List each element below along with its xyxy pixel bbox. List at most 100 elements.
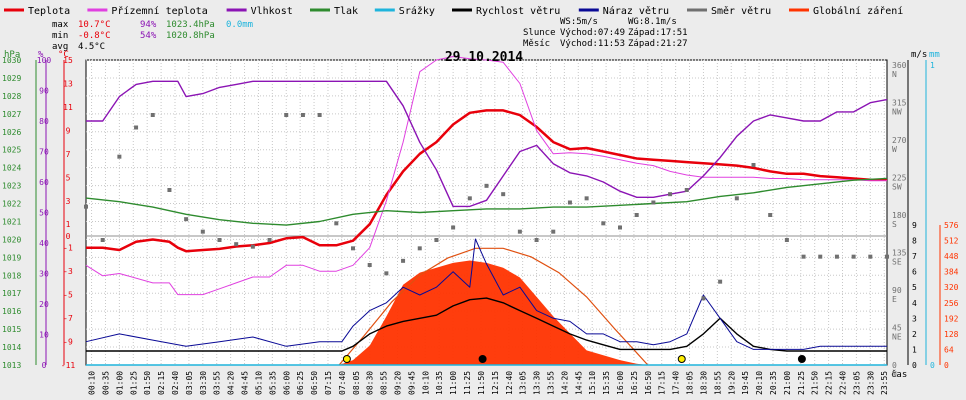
x-tick-7: 03:05	[185, 371, 194, 395]
direction-point-25	[501, 192, 506, 197]
pressure-tick-11: 1024	[2, 164, 21, 173]
x-tick-43: 18:05	[686, 371, 695, 395]
direction-point-13	[300, 113, 305, 117]
info-moonrise: Východ:11:53	[560, 39, 625, 49]
radiation-tick-4: 256	[944, 299, 959, 308]
temperature-tick-6: 0	[66, 232, 71, 241]
x-tick-50: 21:00	[783, 371, 792, 395]
x-tick-25: 10:35	[435, 371, 444, 395]
direction-point-48	[885, 254, 889, 259]
direction-tick-4: 180	[892, 211, 907, 220]
legend-entry-2: Vlhkost	[251, 6, 293, 17]
direction-name-2: E	[892, 295, 897, 304]
temperature-tick-13: 13	[63, 79, 73, 88]
chart-title: 29.10.2014	[445, 50, 523, 65]
direction-point-23	[467, 196, 472, 201]
info-sunset: Západ:17:51	[628, 28, 688, 38]
direction-point-27	[534, 238, 539, 242]
x-tick-33: 13:55	[546, 371, 555, 395]
marker-moonrise	[478, 355, 487, 363]
humidity-tick-5: 50	[39, 209, 49, 218]
direction-tick-3: 135	[892, 249, 907, 258]
humidity-tick-3: 30	[39, 270, 49, 279]
humidity-tick-0: 0	[42, 361, 47, 370]
direction-point-45	[834, 254, 839, 259]
temperature-axis-unit: °C	[58, 50, 69, 60]
direction-tick-8: 360	[892, 61, 907, 70]
direction-point-12	[284, 113, 289, 117]
x-tick-14: 06:00	[282, 371, 291, 395]
direction-point-41	[768, 213, 773, 217]
direction-point-17	[367, 263, 372, 267]
humidity-tick-1: 10	[39, 331, 49, 340]
direction-point-8	[217, 238, 222, 242]
x-tick-44: 18:30	[699, 371, 708, 395]
direction-tick-7: 315	[892, 99, 907, 108]
direction-point-44	[818, 254, 823, 259]
direction-name-8: N	[892, 70, 897, 79]
x-tick-1: 00:35	[101, 371, 110, 395]
x-tick-54: 22:40	[839, 371, 848, 395]
radiation-tick-6: 384	[944, 268, 959, 277]
x-tick-42: 17:40	[672, 371, 681, 395]
direction-point-20	[417, 246, 422, 251]
x-tick-29: 12:15	[491, 371, 500, 395]
temperature-tick-3: -5	[63, 291, 73, 300]
pressure-tick-5: 1018	[2, 271, 21, 280]
pressure-tick-15: 1028	[2, 92, 21, 101]
direction-tick-0: 0	[892, 361, 897, 370]
radiation-tick-8: 512	[944, 237, 959, 246]
x-tick-30: 12:40	[505, 371, 514, 395]
direction-point-14	[317, 113, 322, 117]
stats-temp-avg: 4.5°C	[78, 42, 105, 52]
x-tick-28: 11:50	[477, 371, 486, 395]
info-sun-label: Slunce	[523, 28, 556, 38]
x-tick-4: 01:50	[143, 371, 152, 395]
direction-tick-5: 225	[892, 174, 907, 183]
temperature-tick-0: -11	[61, 361, 76, 370]
legend-entry-0: Teplota	[28, 6, 70, 17]
direction-point-39	[734, 196, 739, 201]
pressure-axis-unit: hPa	[4, 50, 20, 60]
x-tick-11: 04:45	[241, 371, 250, 395]
stats-max-label: max	[52, 20, 69, 30]
x-tick-37: 15:35	[602, 371, 611, 395]
info-sunrise: Východ:07:49	[560, 28, 625, 38]
x-tick-10: 04:20	[227, 371, 236, 395]
legend-entry-4: Srážky	[399, 5, 435, 17]
wind-tick-6: 6	[912, 268, 917, 277]
pressure-tick-17: 1030	[2, 56, 21, 65]
direction-tick-2: 90	[892, 286, 902, 295]
radiation-tick-5: 320	[944, 283, 959, 292]
pressure-tick-3: 1016	[2, 307, 21, 316]
wind-tick-3: 3	[912, 314, 917, 323]
stats-avg-label: avg	[52, 42, 68, 52]
x-tick-40: 16:50	[644, 371, 653, 395]
direction-point-37	[701, 296, 706, 301]
x-tick-19: 08:05	[352, 371, 361, 395]
x-tick-47: 19:45	[741, 371, 750, 395]
direction-point-15	[334, 221, 339, 226]
direction-point-28	[551, 229, 556, 234]
x-tick-18: 07:40	[338, 371, 347, 395]
humidity-tick-10: 100	[37, 56, 52, 65]
direction-name-5: SW	[892, 183, 902, 192]
direction-tick-1: 45	[892, 324, 902, 333]
x-tick-39: 16:25	[630, 371, 639, 395]
temperature-tick-11: 9	[66, 126, 71, 135]
radiation-tick-2: 128	[944, 330, 959, 339]
x-tick-0: 00:10	[88, 371, 97, 395]
humidity-tick-2: 20	[39, 300, 49, 309]
direction-point-42	[784, 238, 789, 242]
direction-point-30	[584, 196, 589, 201]
direction-point-24	[484, 183, 489, 188]
direction-point-1	[100, 238, 105, 242]
radiation-tick-9: 576	[944, 221, 959, 230]
direction-point-29	[567, 200, 572, 205]
humidity-tick-7: 70	[39, 148, 49, 157]
direction-point-5	[167, 188, 172, 192]
x-tick-3: 01:25	[129, 371, 138, 395]
temperature-tick-12: 11	[63, 103, 73, 112]
x-axis-label: čas	[891, 369, 907, 380]
